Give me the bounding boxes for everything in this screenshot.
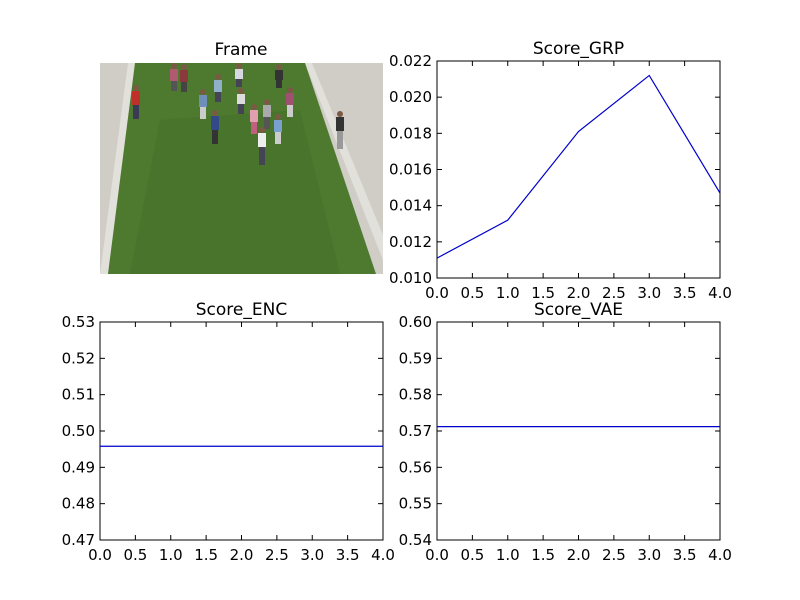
pedestrians bbox=[132, 63, 344, 165]
y-tick-label: 0.58 bbox=[399, 386, 432, 404]
x-tick-label: 4.0 bbox=[371, 546, 395, 564]
pedestrian bbox=[263, 99, 271, 129]
x-tick-label: 2.0 bbox=[230, 546, 254, 564]
y-tick-label: 0.010 bbox=[389, 269, 432, 287]
x-tick-label: 2.5 bbox=[602, 546, 626, 564]
y-tick-label: 0.56 bbox=[399, 458, 432, 476]
chart-title: Score_GRP bbox=[533, 39, 624, 59]
x-tick-label: 1.0 bbox=[496, 284, 520, 302]
x-tick-label: 0.5 bbox=[123, 546, 147, 564]
pedestrian bbox=[199, 89, 207, 119]
pedestrian bbox=[286, 87, 294, 117]
frame-image bbox=[100, 63, 383, 274]
x-tick-label: 3.5 bbox=[336, 546, 360, 564]
y-tick-label: 0.52 bbox=[62, 349, 95, 367]
y-tick-label: 0.47 bbox=[62, 531, 95, 549]
x-tick-label: 1.0 bbox=[496, 546, 520, 564]
x-tick-label: 0.5 bbox=[460, 284, 484, 302]
x-tick-label: 4.0 bbox=[708, 546, 732, 564]
y-tick-label: 0.51 bbox=[62, 386, 95, 404]
y-tick-label: 0.018 bbox=[389, 124, 432, 142]
x-tick-label: 3.0 bbox=[300, 546, 324, 564]
pedestrian bbox=[336, 111, 344, 149]
x-tick-label: 2.5 bbox=[602, 284, 626, 302]
y-tick-label: 0.022 bbox=[389, 52, 432, 70]
grass-shade bbox=[130, 110, 340, 274]
left-curb bbox=[100, 63, 135, 274]
y-tick-label: 0.49 bbox=[62, 458, 95, 476]
x-tick-label: 1.0 bbox=[159, 546, 183, 564]
y-tick-label: 0.59 bbox=[399, 349, 432, 367]
pedestrian bbox=[214, 74, 222, 102]
axes-frame bbox=[436, 60, 721, 279]
x-tick-label: 3.0 bbox=[637, 546, 661, 564]
series-line bbox=[436, 74, 721, 259]
pedestrian bbox=[235, 63, 243, 87]
x-tick-label: 3.5 bbox=[673, 546, 697, 564]
x-tick-label: 2.0 bbox=[567, 546, 591, 564]
frame-panel: Frame bbox=[100, 40, 383, 274]
chart-score-enc: Score_ENC 0.0 0.5 1.0 1.5 2.0 2.5 3.0 3.5 4.0 0.47… bbox=[62, 300, 395, 564]
chart-title: Score_VAE bbox=[534, 300, 623, 320]
grass-lawn bbox=[108, 63, 376, 274]
x-tick-label: 2.0 bbox=[567, 284, 591, 302]
x-tick-label: 4.0 bbox=[708, 284, 732, 302]
pedestrian bbox=[170, 63, 178, 91]
y-tick-label: 0.48 bbox=[62, 495, 95, 513]
x-tick-label: 3.0 bbox=[637, 284, 661, 302]
x-tick-label: 0.5 bbox=[460, 546, 484, 564]
y-tick-label: 0.020 bbox=[389, 88, 432, 106]
axes-frame bbox=[436, 321, 721, 541]
pedestrian bbox=[250, 104, 258, 134]
axes-frame bbox=[99, 321, 384, 541]
x-tick-label: 2.5 bbox=[265, 546, 289, 564]
x-tick-label: 3.5 bbox=[673, 284, 697, 302]
pedestrian bbox=[274, 114, 282, 144]
x-tick-label: 1.5 bbox=[194, 546, 218, 564]
y-tick-label: 0.54 bbox=[399, 531, 432, 549]
chart-title: Score_ENC bbox=[196, 300, 287, 320]
pedestrian bbox=[180, 64, 188, 92]
frame-title: Frame bbox=[215, 40, 268, 60]
chart-score-vae: Score_VAE 0.0 0.5 1.0 1.5 2.0 2.5 3.0 3.5 4.0 0.54… bbox=[399, 300, 732, 564]
y-tick-label: 0.012 bbox=[389, 233, 432, 251]
right-curb bbox=[305, 63, 383, 260]
y-tick-label: 0.57 bbox=[399, 422, 432, 440]
pedestrian bbox=[258, 127, 266, 165]
x-tick-label: 0.0 bbox=[88, 546, 112, 564]
x-tick-label: 1.5 bbox=[531, 546, 555, 564]
x-tick-label: 1.5 bbox=[531, 284, 555, 302]
pedestrian bbox=[132, 85, 140, 119]
chart-score-grp: Score_GRP 0.0 0.5 1.0 1.5 2.0 2.5 3.0 3.5 4.0 0.01… bbox=[389, 39, 732, 302]
pedestrian bbox=[211, 110, 219, 144]
x-tick-label: 0.0 bbox=[425, 546, 449, 564]
y-tick-label: 0.016 bbox=[389, 161, 432, 179]
y-tick-label: 0.55 bbox=[399, 495, 432, 513]
y-tick-label: 0.50 bbox=[62, 422, 95, 440]
pedestrian bbox=[275, 64, 283, 88]
y-tick-label: 0.53 bbox=[62, 313, 95, 331]
x-tick-label: 0.0 bbox=[425, 284, 449, 302]
pedestrian bbox=[237, 88, 245, 114]
y-tick-label: 0.60 bbox=[399, 313, 432, 331]
y-tick-label: 0.014 bbox=[389, 197, 432, 215]
